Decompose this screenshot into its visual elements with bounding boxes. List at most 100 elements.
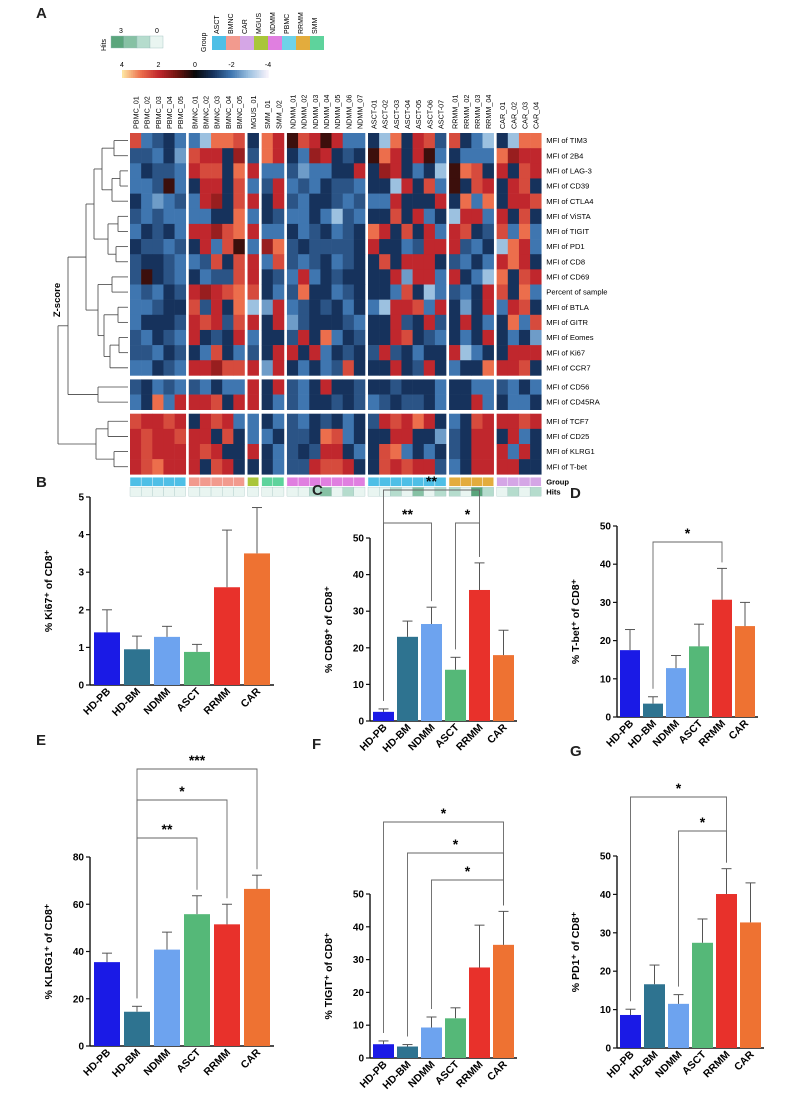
significance-bracket (431, 879, 504, 1009)
color-scale-segment (178, 70, 181, 78)
heatmap-cell (331, 284, 343, 300)
heatmap-cell (379, 299, 391, 316)
heatmap-cell (496, 133, 509, 149)
heatmap-cell (141, 223, 153, 240)
heatmap-cell (423, 193, 436, 210)
panel-label-e: E (36, 732, 46, 749)
heatmap-cell (482, 379, 494, 395)
heatmap-cell (272, 239, 285, 255)
group-legend-label: SMM (312, 18, 319, 35)
heatmap-cell (152, 178, 164, 194)
group-annotation-cell (221, 477, 234, 487)
heatmap-cell (379, 148, 391, 164)
heatmap-cell (368, 193, 380, 210)
heatmap-cell (233, 208, 245, 225)
hits-annotation-cell (331, 487, 343, 497)
heatmap-cell (174, 193, 187, 210)
group-annotation-cell (297, 477, 310, 487)
heatmap-row-label: MFI of Eomes (546, 333, 593, 342)
color-scale-segment (251, 70, 254, 78)
y-tick-label: 20 (353, 643, 365, 654)
heatmap-cell (342, 223, 355, 240)
heatmap-cell (401, 345, 413, 361)
bar-rrmm (469, 589, 490, 721)
heatmap-cell (188, 329, 201, 346)
heatmap-cell (353, 284, 366, 300)
heatmap-cell (342, 178, 355, 194)
significance-label: ** (426, 473, 437, 489)
heatmap-cell (211, 208, 223, 225)
color-scale-segment (226, 70, 229, 78)
heatmap-cell (353, 254, 366, 270)
heatmap-column-label: ASCT-04 (403, 100, 412, 129)
heatmap-cell (233, 178, 245, 194)
group-legend-swatch (296, 36, 310, 50)
heatmap-cell (496, 360, 509, 376)
heatmap-cell (412, 379, 425, 395)
heatmap-cell (434, 178, 447, 194)
bar-ndmm (666, 668, 686, 717)
heatmap-cell (379, 428, 391, 445)
heatmap-cell (163, 394, 175, 410)
heatmap-cell (199, 208, 212, 225)
heatmap-cell (507, 269, 520, 285)
heatmap-cell (309, 163, 321, 179)
bar-car (244, 553, 270, 685)
heatmap-cell (286, 148, 299, 164)
heatmap-cell (130, 379, 142, 395)
y-tick-label: 30 (600, 928, 612, 939)
heatmap-cell (449, 269, 461, 285)
heatmap-cell (331, 428, 343, 445)
heatmap-cell (272, 394, 285, 410)
bar-ndmm (154, 949, 180, 1046)
group-annotation-cell (401, 477, 413, 487)
heatmap-cell (188, 428, 201, 445)
heatmap-cell (353, 413, 366, 430)
heatmap-cell (152, 379, 164, 395)
color-scale-segment (195, 70, 198, 78)
category-label: CAR (239, 1046, 264, 1071)
color-scale-segment (236, 70, 240, 78)
heatmap-cell (331, 459, 343, 475)
hits-annotation-cell (518, 487, 531, 497)
heatmap-cell (353, 269, 366, 285)
bar-asct (445, 1018, 466, 1058)
heatmap-cell (331, 269, 343, 285)
heatmap-cell (449, 239, 461, 255)
heatmap-cell (298, 379, 310, 395)
heatmap-cell (331, 345, 343, 361)
heatmap-cell (141, 345, 153, 361)
heatmap-cell (199, 178, 212, 194)
heatmap-cell (518, 379, 531, 395)
group-legend-label: RRMM (298, 12, 305, 34)
heatmap-cell (530, 379, 542, 395)
heatmap-cell (233, 193, 245, 210)
category-label: CAR (239, 685, 264, 710)
heatmap-cell (482, 345, 494, 361)
heatmap-cell (331, 133, 343, 149)
significance-label: * (465, 506, 471, 522)
group-annotation-cell (261, 477, 273, 487)
heatmap-cell (496, 299, 509, 316)
y-axis-label: % TIGIT⁺ of CD8⁺ (323, 932, 335, 1019)
heatmap-cell (342, 428, 355, 445)
category-label: RRMM (202, 1046, 234, 1078)
heatmap-cell (482, 254, 494, 270)
heatmap-cell (309, 459, 321, 475)
heatmap-cell (286, 223, 299, 240)
hits-annotation-cell (247, 487, 259, 497)
heatmap-column-label: NDMM_04 (322, 95, 331, 129)
color-scale-segment (184, 70, 187, 78)
heatmap-cell (482, 394, 494, 410)
heatmap-cell (353, 299, 366, 316)
heatmap-cell (247, 239, 259, 255)
heatmap-cell (471, 444, 483, 460)
heatmap-cell (286, 413, 299, 430)
significance-label: * (685, 525, 691, 541)
heatmap-cell (507, 329, 520, 346)
heatmap-cell (423, 284, 436, 300)
heatmap-cell (412, 239, 425, 255)
heatmap-cell (507, 428, 520, 445)
heatmap-cell (530, 394, 542, 410)
heatmap-cell (368, 254, 380, 270)
